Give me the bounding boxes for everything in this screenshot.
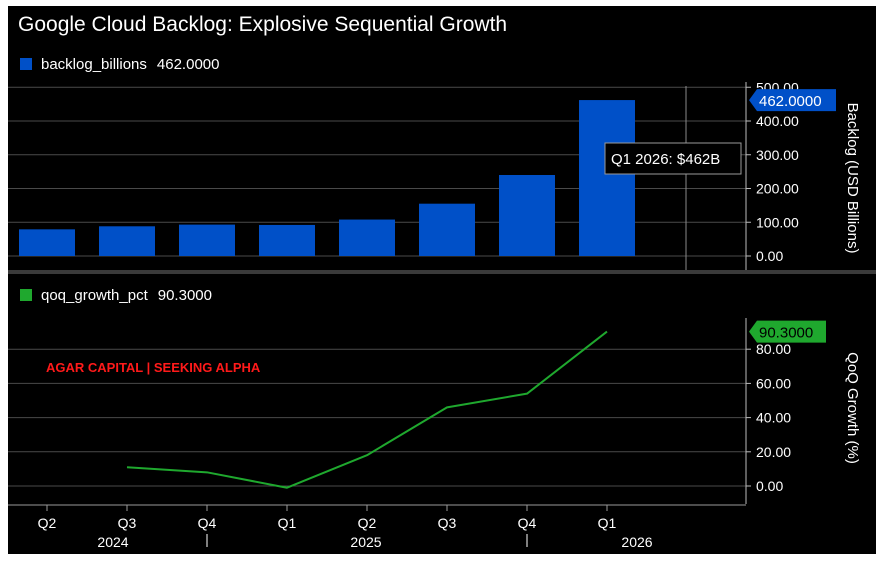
ytick-label-top: 200.00	[756, 181, 799, 197]
chart-canvas: 0.00100.00200.00300.00400.00500.00462.00…	[8, 79, 876, 550]
y-axis-label-top: Backlog (USD Billions)	[844, 103, 861, 254]
legend-value-growth: 90.3000	[157, 287, 212, 304]
x-tick-label: Q3	[118, 515, 137, 531]
tooltip-text: Q1 2026: $462B	[611, 151, 720, 168]
panel-divider	[8, 270, 876, 274]
bar	[339, 219, 395, 256]
last-value-label-bottom: 90.3000	[759, 325, 813, 342]
x-tick-label: Q3	[438, 515, 457, 531]
ytick-label-top: 0.00	[756, 248, 783, 264]
x-year-label: 2025	[350, 534, 381, 550]
chart-title: Google Cloud Backlog: Explosive Sequenti…	[18, 13, 508, 36]
watermark-text: AGAR CAPITAL | SEEKING ALPHA	[46, 360, 261, 375]
y-axis-label-bottom: QoQ Growth (%)	[844, 352, 861, 464]
bar	[99, 226, 155, 256]
bar	[259, 224, 315, 256]
ytick-label-bottom: 40.00	[756, 410, 791, 426]
bar	[579, 100, 635, 256]
last-value-label-top: 462.0000	[759, 93, 822, 110]
legend-value-backlog: 462.0000	[156, 56, 220, 73]
x-year-label: 2024	[97, 534, 128, 550]
x-tick-label: Q4	[518, 515, 537, 531]
legend-swatch-backlog	[20, 58, 32, 70]
ytick-label-top: 400.00	[756, 113, 799, 129]
legend-growth: qoq_growth_pct 90.3000	[20, 287, 212, 304]
x-tick-label: Q2	[358, 515, 377, 531]
ytick-label-top: 100.00	[756, 214, 799, 230]
tooltip-box	[604, 142, 742, 175]
ytick-label-bottom: 60.00	[756, 375, 791, 391]
chart-frame: Google Cloud Backlog: Explosive Sequenti…	[8, 6, 876, 554]
legend-backlog: backlog_billions 462.0000	[20, 56, 219, 73]
x-tick-label: Q2	[38, 515, 57, 531]
x-tick-label: Q1	[598, 515, 617, 531]
bar	[499, 175, 555, 256]
bar	[19, 229, 75, 256]
x-tick-label: Q4	[198, 515, 217, 531]
last-value-tag-bottom	[749, 320, 826, 343]
ytick-label-bottom: 80.00	[756, 341, 791, 357]
ytick-label-bottom: 20.00	[756, 444, 791, 460]
ytick-label-bottom: 0.00	[756, 478, 783, 494]
legend-label-backlog: backlog_billions	[41, 56, 147, 73]
x-tick-label: Q1	[278, 515, 297, 531]
growth-line	[126, 330, 608, 489]
legend-label-growth: qoq_growth_pct	[41, 287, 148, 304]
ytick-label-top: 300.00	[756, 147, 799, 163]
x-year-label: 2026	[621, 534, 652, 550]
legend-swatch-growth	[20, 289, 32, 301]
bar	[419, 203, 475, 256]
last-value-tag-top	[749, 89, 836, 112]
bar	[179, 224, 235, 256]
